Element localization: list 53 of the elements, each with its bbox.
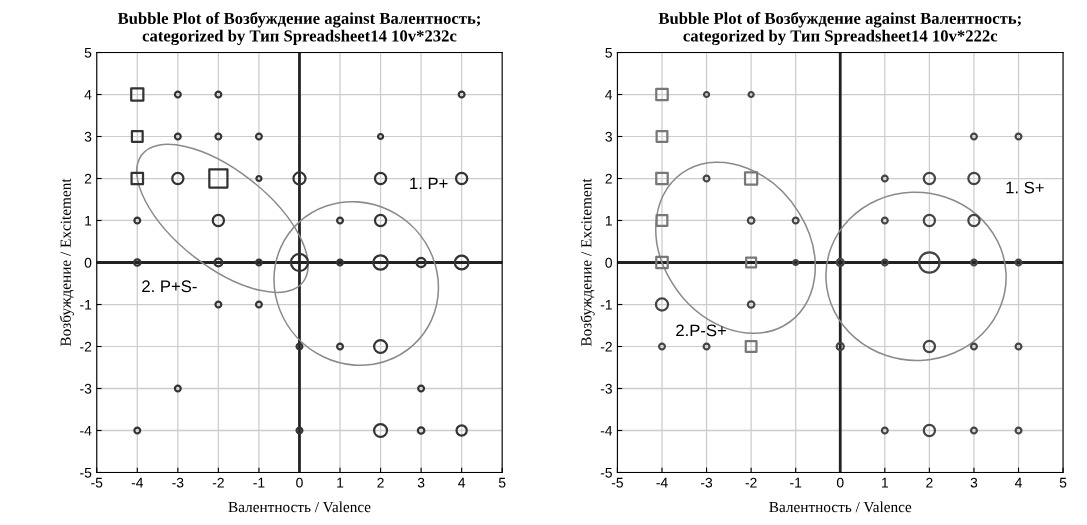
y-tick-label: 1 bbox=[85, 215, 92, 226]
x-tick-label: -4 bbox=[131, 477, 144, 488]
y-tick-label: 0 bbox=[84, 257, 92, 268]
y-tick-label: -3 bbox=[80, 383, 92, 394]
x-tick-label: 3 bbox=[970, 477, 978, 488]
x-tick-label: -3 bbox=[700, 477, 713, 488]
y-tick-label: 4 bbox=[605, 89, 613, 100]
x-tick-label: 4 bbox=[1014, 477, 1022, 488]
annotation: 2.P-S+ bbox=[676, 324, 726, 337]
y-tick-label: 1 bbox=[605, 215, 612, 226]
x-tick-label: 5 bbox=[498, 477, 506, 488]
y-tick-label: 3 bbox=[84, 131, 92, 142]
y-tick-label: -4 bbox=[80, 425, 92, 436]
y-tick-label: 4 bbox=[84, 89, 92, 100]
y-tick-label: -1 bbox=[600, 299, 612, 310]
x-tick-label: 3 bbox=[417, 477, 425, 488]
x-tick-label: 2 bbox=[377, 477, 384, 488]
x-axis-title: Валентность / Valence bbox=[228, 501, 371, 513]
chart-title: Bubble Plot of Возбуждение against Валентность; categorized by Тип Spreadsheet14 10v*232c bbox=[117, 11, 480, 46]
x-tick-label: -4 bbox=[656, 477, 668, 488]
x-tick-label: -1 bbox=[790, 477, 802, 488]
x-tick-label: -1 bbox=[253, 477, 265, 488]
y-tick-label: -1 bbox=[80, 299, 92, 310]
y-axis-title: Возбуждение / Excitement bbox=[580, 178, 595, 347]
y-tick-label: -3 bbox=[600, 383, 612, 394]
y-tick-label: 2 bbox=[84, 173, 92, 184]
y-tick-label: 5 bbox=[84, 47, 92, 58]
x-tick-label: 4 bbox=[458, 477, 466, 488]
y-tick-label: -5 bbox=[600, 467, 612, 478]
y-axis-title: Возбуждение / Excitement bbox=[59, 178, 74, 347]
x-tick-label: -2 bbox=[212, 477, 224, 488]
x-tick-label: 5 bbox=[1059, 477, 1067, 488]
y-tick-label: -4 bbox=[600, 425, 613, 436]
y-tick-label: -2 bbox=[600, 341, 612, 352]
y-tick-label: 5 bbox=[605, 47, 612, 58]
y-tick-label: 0 bbox=[605, 257, 613, 268]
annotation: 1. P+ bbox=[410, 177, 448, 190]
x-axis-title: Валентность / Valence bbox=[769, 501, 912, 513]
x-tick-label: 0 bbox=[836, 477, 844, 488]
x-tick-label: -2 bbox=[745, 477, 757, 488]
x-tick-label: 1 bbox=[882, 477, 888, 488]
x-tick-label: 0 bbox=[296, 477, 303, 488]
x-tick-label: 1 bbox=[337, 477, 344, 488]
annotation: 2. P+S- bbox=[142, 280, 197, 293]
y-tick-label: -2 bbox=[80, 341, 92, 352]
x-tick-label: -5 bbox=[91, 477, 103, 488]
annotation: 1. S+ bbox=[1006, 181, 1044, 194]
x-tick-label: -3 bbox=[172, 477, 184, 488]
y-tick-label: 2 bbox=[605, 173, 612, 184]
y-tick-label: 3 bbox=[605, 131, 612, 142]
chart-title: Bubble Plot of Возбуждение against Валентность; categorized by Тип Spreadsheet14 10v*222c bbox=[658, 11, 1021, 46]
x-tick-label: 2 bbox=[926, 477, 933, 488]
y-tick-label: -5 bbox=[80, 467, 92, 478]
